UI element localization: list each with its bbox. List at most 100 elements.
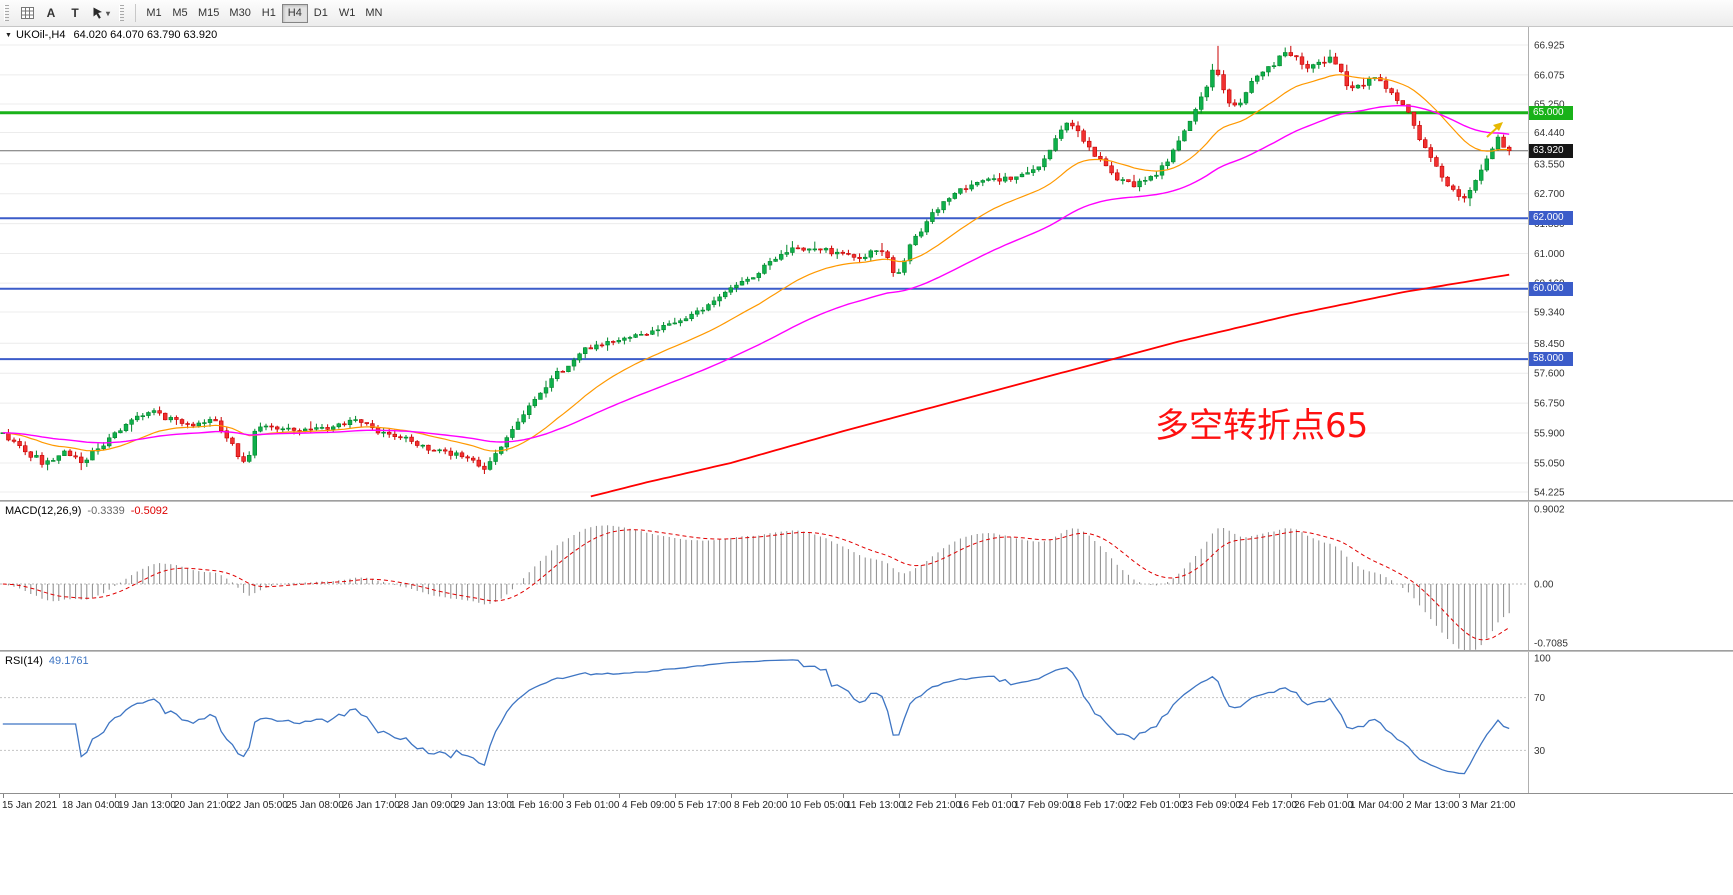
candle-body — [650, 330, 655, 335]
candle-body — [1126, 179, 1131, 183]
candle-body — [437, 449, 442, 452]
candle-body — [700, 309, 706, 312]
candle-body — [974, 182, 980, 186]
timeframe-button-mn[interactable]: MN — [360, 4, 387, 23]
timeframe-toolbar-grip[interactable] — [119, 5, 125, 21]
macd-panel-separator[interactable] — [0, 500, 1733, 502]
candle-body — [1467, 190, 1473, 199]
timeframe-button-d1[interactable]: D1 — [308, 4, 334, 23]
candle-body — [1327, 56, 1333, 63]
symbol-label: UKOil-,H4 — [15, 29, 66, 41]
price-tag-65.000[interactable]: 65.000 — [1529, 105, 1573, 120]
candle-body — [1232, 102, 1238, 106]
price-tag-60.000[interactable]: 60.000 — [1529, 281, 1573, 296]
candle-body — [1176, 140, 1182, 151]
macd-panel[interactable]: 0.9002 0.00 -0.7085 MACD(12,26,9) -0.3339 -0… — [0, 502, 1733, 650]
candle-body — [398, 436, 403, 439]
cursor-tool-button[interactable]: ▾ — [88, 3, 114, 23]
candle-body — [1047, 149, 1053, 160]
candle-body — [174, 417, 179, 420]
candle-body — [1171, 149, 1176, 163]
time-tick — [395, 794, 396, 798]
candle-body — [1064, 122, 1070, 131]
timeframe-button-m1[interactable]: M1 — [141, 4, 167, 23]
timeframe-button-w1[interactable]: W1 — [334, 4, 361, 23]
time-tick — [955, 794, 956, 798]
time-label: 1 Feb 16:00 — [510, 800, 564, 811]
candle-body — [1395, 92, 1400, 101]
time-label: 19 Jan 13:00 — [118, 800, 176, 811]
time-tick — [563, 794, 564, 798]
timeframe-button-h1[interactable]: H1 — [256, 4, 282, 23]
candle-body — [941, 201, 946, 211]
candle-body — [790, 247, 795, 253]
price-tick-label: 61.000 — [1534, 249, 1565, 260]
label-tool-button[interactable]: A — [40, 3, 62, 23]
candle-body — [874, 250, 879, 252]
timeframe-button-h4[interactable]: H4 — [281, 3, 308, 23]
rsi-panel[interactable]: 100 70 30 RSI(14) 49.1761 — [0, 652, 1733, 793]
candle-body — [459, 452, 465, 458]
candle-body — [549, 378, 554, 388]
grid-tool-button[interactable] — [16, 3, 38, 23]
candle-body — [386, 431, 392, 435]
candle-body — [582, 347, 588, 355]
toolbar-separator — [135, 4, 137, 22]
toolbar: A T ▾ M1 M5 M15 M30 H1 H4 D1 W1 MN — [0, 0, 1733, 27]
candle-body — [1260, 71, 1266, 77]
candle-body — [482, 465, 487, 470]
candle-body — [862, 256, 868, 259]
rsi-panel-separator[interactable] — [0, 650, 1733, 652]
time-tick — [507, 794, 508, 798]
candle-body — [1115, 172, 1120, 181]
candle-body — [1361, 84, 1366, 87]
time-label: 22 Jan 05:00 — [230, 800, 288, 811]
text-tool-button[interactable]: T — [64, 3, 86, 23]
timeframe-button-m30[interactable]: M30 — [224, 4, 255, 23]
time-label: 10 Feb 05:00 — [790, 800, 849, 811]
candle-body — [560, 370, 566, 373]
candle-body — [330, 426, 336, 430]
candle-body — [1243, 92, 1249, 104]
candle-body — [1249, 80, 1254, 93]
candle-body — [1501, 136, 1506, 148]
price-tag-62.000[interactable]: 62.000 — [1529, 211, 1573, 226]
candle-body — [767, 261, 773, 266]
candle-body — [1025, 172, 1030, 175]
candle-body — [1215, 69, 1221, 75]
candle-body — [543, 387, 549, 394]
price-tag-58.000[interactable]: 58.000 — [1529, 352, 1573, 367]
candle-body — [918, 231, 924, 237]
collapse-triangle-icon[interactable]: ▼ — [5, 32, 12, 39]
candle-body — [431, 449, 437, 452]
yellow-arrow-marker — [1486, 122, 1503, 138]
chart-annotation[interactable]: 多空转折点65 — [1155, 406, 1369, 446]
candle-body — [756, 273, 762, 278]
candle-body — [1389, 88, 1394, 94]
candle-body — [829, 248, 834, 255]
price-tick-label: 66.075 — [1534, 70, 1565, 81]
main-chart-panel[interactable]: 66.92566.07565.25064.44063.55062.70061.8… — [0, 26, 1733, 500]
candle-body — [1187, 120, 1193, 131]
candle-body — [997, 178, 1002, 182]
time-label: 12 Feb 21:00 — [902, 800, 961, 811]
rsi-axis-label: 70 — [1534, 693, 1546, 704]
macd-title: MACD(12,26,9) — [5, 505, 82, 517]
time-tick — [227, 794, 228, 798]
candle-body — [17, 441, 22, 446]
candle-body — [168, 417, 173, 421]
timeframe-button-m5[interactable]: M5 — [167, 4, 193, 23]
time-tick — [675, 794, 676, 798]
candle-body — [291, 427, 297, 431]
candle-body — [1473, 180, 1478, 191]
candle-body — [1277, 55, 1282, 67]
candle-body — [885, 251, 890, 258]
macd-axis-label: 0.00 — [1534, 580, 1554, 591]
macd-title-row: MACD(12,26,9) -0.3339 -0.5092 — [5, 505, 168, 517]
toolbar-grip[interactable] — [4, 5, 9, 21]
rsi-line — [2, 659, 1510, 775]
candle-body — [1008, 176, 1014, 180]
time-axis[interactable]: 15 Jan 2021 18 Jan 04:00 19 Jan 13:00 20 Ja… — [0, 793, 1733, 820]
timeframe-button-m15[interactable]: M15 — [193, 4, 224, 23]
price-tag-63.920[interactable]: 63.920 — [1529, 143, 1573, 158]
